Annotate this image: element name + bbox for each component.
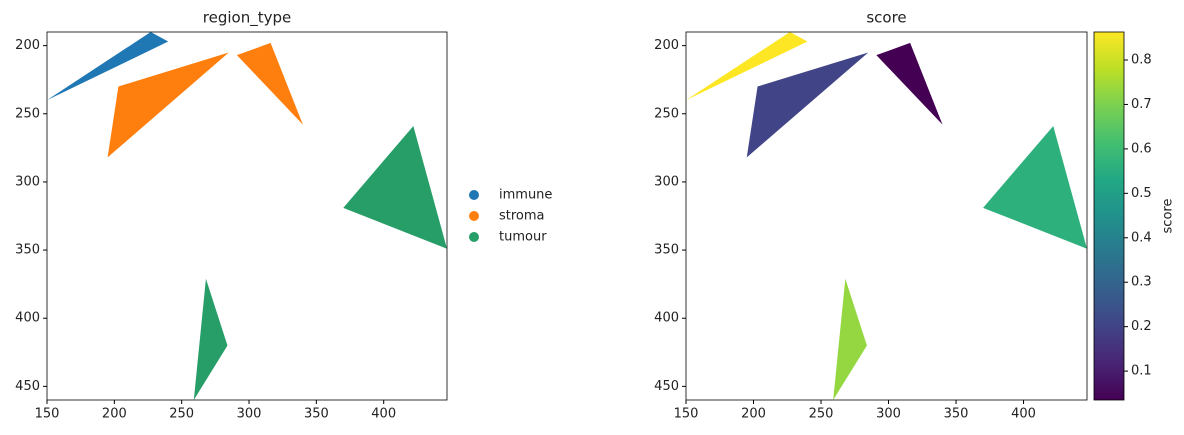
x-tick-label: 350 [944, 407, 969, 422]
region-polygon [47, 32, 169, 101]
legend-label: stroma [499, 209, 545, 224]
y-tick-label: 400 [15, 311, 40, 326]
y-tick-label: 450 [15, 379, 40, 394]
colorbar-tick-label: 0.8 [1131, 53, 1152, 68]
panel-title: region_type [203, 9, 291, 28]
region-polygon [193, 278, 228, 400]
x-tick-label: 200 [102, 407, 127, 422]
axes-frame [685, 31, 1088, 401]
colorbar-tick-label: 0.1 [1131, 364, 1152, 379]
region-polygon [876, 42, 943, 125]
y-tick-label: 300 [654, 174, 679, 189]
y-tick-label: 450 [654, 379, 679, 394]
legend-label: immune [499, 188, 552, 203]
x-tick-label: 300 [876, 407, 901, 422]
panel-title: score [866, 9, 906, 27]
region-polygon [236, 42, 303, 125]
x-tick-label: 250 [809, 407, 834, 422]
y-tick-label: 400 [654, 311, 679, 326]
region-polygon [983, 126, 1087, 249]
x-tick-label: 200 [741, 407, 766, 422]
x-tick-label: 250 [169, 407, 194, 422]
x-tick-label: 350 [304, 407, 329, 422]
colorbar-tick-label: 0.2 [1131, 319, 1152, 334]
colorbar-tick-label: 0.4 [1131, 230, 1152, 245]
legend-marker [469, 232, 479, 242]
region-polygon [833, 278, 867, 400]
y-tick-label: 250 [654, 106, 679, 121]
colorbar-tick-label: 0.5 [1131, 186, 1152, 201]
colorbar [1093, 31, 1125, 401]
x-tick-label: 400 [1011, 407, 1036, 422]
axes-frame [46, 31, 448, 401]
colorbar-tick-label: 0.6 [1131, 141, 1152, 156]
y-tick-label: 350 [654, 243, 679, 258]
region-polygon [107, 52, 229, 158]
legend-label: tumour [499, 230, 547, 245]
y-tick-label: 300 [15, 174, 40, 189]
plot-area [47, 32, 447, 400]
colorbar-tick-label: 0.7 [1131, 97, 1152, 112]
legend-marker [469, 211, 479, 221]
region-polygon [746, 52, 869, 158]
y-tick-label: 350 [15, 243, 40, 258]
y-tick-label: 250 [15, 106, 40, 121]
x-tick-label: 300 [237, 407, 262, 422]
plot-area [686, 32, 1087, 400]
legend-marker [469, 190, 479, 200]
x-tick-label: 150 [35, 407, 60, 422]
colorbar-tick-label: 0.3 [1131, 275, 1152, 290]
x-tick-label: 400 [371, 407, 396, 422]
region-polygon [686, 32, 808, 101]
colorbar-label: score [1161, 199, 1176, 234]
y-tick-label: 200 [654, 38, 679, 53]
region-polygon [343, 126, 447, 249]
y-tick-label: 200 [15, 38, 40, 53]
x-tick-label: 150 [674, 407, 699, 422]
